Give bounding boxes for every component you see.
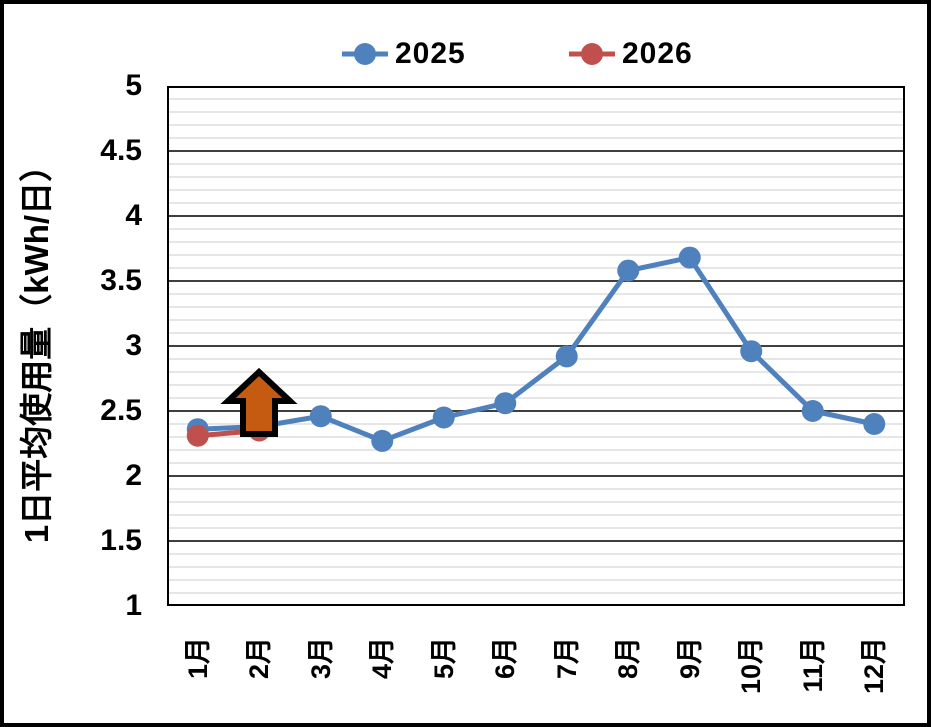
legend-label: 2025: [395, 37, 466, 70]
x-axis-label: 6月: [490, 637, 521, 680]
legend-label: 2026: [622, 37, 693, 70]
series-line-2025: [197, 255, 875, 444]
x-axis-label: 10月: [736, 637, 767, 695]
x-axis-label: 7月: [551, 637, 582, 680]
data-point-2025-5月: [432, 406, 455, 429]
y-tick-label: 1.5: [100, 524, 142, 557]
data-point-2025-9月: [678, 246, 701, 269]
plot-border: [167, 86, 905, 606]
plot-area: [167, 86, 905, 606]
x-axis-label: 5月: [428, 637, 459, 680]
x-axis-label: 8月: [613, 637, 644, 680]
data-point-2025-7月: [555, 345, 578, 368]
y-tick-label: 5: [125, 69, 142, 102]
legend-item-2026: 2026: [569, 33, 693, 75]
y-tick-label: 2: [125, 459, 142, 492]
data-point-2025-12月: [863, 413, 886, 435]
x-axis-label: 9月: [674, 637, 705, 680]
y-tick-label: 3: [125, 329, 142, 362]
data-point-2025-6月: [494, 392, 517, 415]
legend-item-2025: 2025: [342, 33, 466, 75]
y-tick-label: 4: [125, 199, 142, 232]
x-axis-label: 12月: [859, 637, 890, 695]
line-marker-swatch-icon: [342, 43, 388, 65]
data-point-2026-1月: [186, 424, 209, 447]
data-point-2025-11月: [801, 400, 824, 422]
up-arrow-annotation: [220, 367, 298, 437]
y-tick-label: 4.5: [100, 134, 142, 167]
x-axis-label: 3月: [305, 637, 336, 680]
data-point-2025-10月: [740, 340, 763, 363]
x-axis-label: 2月: [244, 637, 275, 680]
x-axis-label: 1月: [182, 637, 213, 680]
y-tick-label: 1: [125, 589, 142, 622]
y-tick-label: 3.5: [100, 264, 142, 297]
data-point-2025-4月: [371, 429, 394, 452]
x-axis-label: 4月: [367, 637, 398, 680]
line-marker-swatch-icon: [569, 43, 615, 65]
x-axis-label: 11月: [797, 637, 828, 693]
data-point-2025-8月: [617, 259, 640, 282]
y-axis-title: 1日平均使用量（kWh/日）: [18, 148, 55, 544]
y-tick-label: 2.5: [100, 394, 142, 427]
data-point-2025-3月: [309, 405, 332, 428]
